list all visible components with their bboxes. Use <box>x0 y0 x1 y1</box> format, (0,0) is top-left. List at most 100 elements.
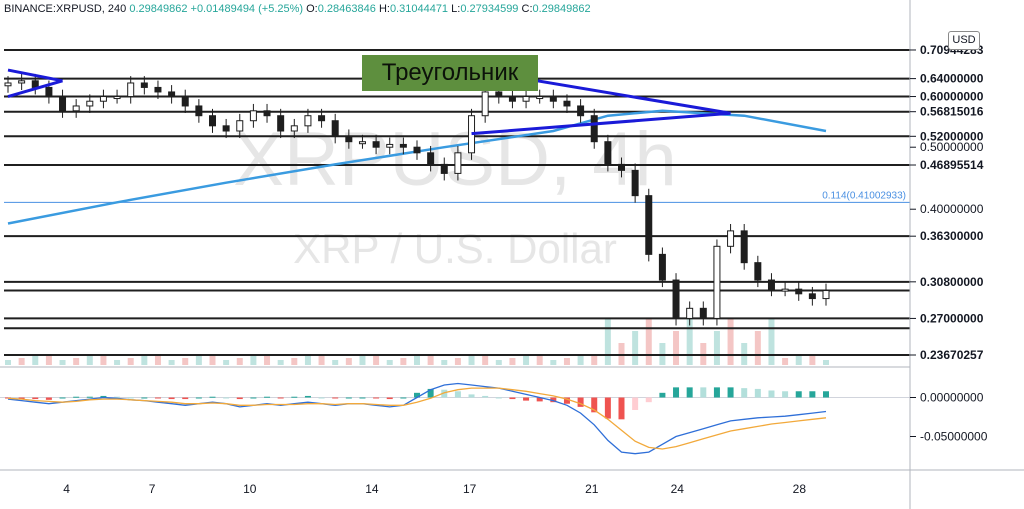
horizontal-levels[interactable] <box>4 48 910 356</box>
volume-bar <box>250 356 257 365</box>
price-label: 0.27000000 <box>920 311 984 325</box>
candle-body <box>154 86 162 93</box>
triangle-line[interactable] <box>7 68 63 83</box>
volume-bars <box>5 319 829 365</box>
volume-bar <box>563 358 570 365</box>
volume-bar <box>468 356 475 365</box>
candle-body <box>399 143 407 148</box>
volume-bar <box>223 360 230 365</box>
macd-histogram-bar <box>32 397 39 400</box>
moving-average <box>7 109 827 225</box>
time-tick-label: 24 <box>671 482 685 496</box>
macd-histogram-bar <box>823 391 829 398</box>
volume-bar <box>795 356 802 365</box>
candle-body <box>127 82 135 98</box>
triangle-annotation[interactable]: Треугольник <box>362 55 538 91</box>
candle-body <box>4 82 12 87</box>
candle-body <box>72 105 80 112</box>
macd-histogram-bar <box>264 396 271 398</box>
volume-bar <box>482 354 489 365</box>
candle-body <box>658 253 666 281</box>
macd-histogram-bar <box>168 397 175 400</box>
macd-histogram-bar <box>277 397 284 399</box>
watermark: XRPUSD, 4h XRP / U.S. Dollar <box>233 117 677 272</box>
close-value: 0.29849862 <box>532 3 591 15</box>
candle-body <box>181 96 189 107</box>
volume-bar <box>100 354 107 365</box>
candle-body <box>645 195 653 255</box>
candle-body <box>481 91 489 117</box>
macd-histogram-bar <box>550 397 557 403</box>
fib-level[interactable]: 0.114(0.41002933) <box>4 190 910 203</box>
macd-histogram-bar <box>809 391 816 398</box>
candle-body <box>427 152 435 165</box>
macd-histogram-bar <box>468 394 475 398</box>
candle-body <box>699 307 707 319</box>
macd-histogram-bar <box>373 397 380 399</box>
volume-bar <box>577 356 584 365</box>
candle-body <box>631 169 639 197</box>
volume-bar <box>768 319 775 365</box>
candle-body <box>18 80 26 84</box>
time-tick-label: 14 <box>365 482 379 496</box>
symbol-header: BINANCE:XRPUSD, 240 0.29849862 +0.014894… <box>4 3 591 15</box>
volume-bar <box>713 331 720 365</box>
volume-bar <box>195 356 202 365</box>
volume-bar <box>509 358 516 365</box>
macd-histogram-bar <box>400 397 407 399</box>
candle-body <box>577 105 585 117</box>
macd-histogram-bar <box>604 397 611 419</box>
volume-bar <box>86 356 93 365</box>
macd-histogram-bar <box>577 397 584 407</box>
triangle-line[interactable] <box>471 111 731 136</box>
volume-bar <box>823 360 829 365</box>
candle-body <box>740 230 748 264</box>
volume-bar <box>45 354 52 365</box>
time-tick-label: 4 <box>63 482 70 496</box>
candle-body <box>590 115 598 143</box>
close-label: C: <box>521 3 533 15</box>
macd-histogram-bar <box>563 397 570 404</box>
macd-histogram-bar <box>414 392 420 398</box>
candle-body <box>781 288 789 292</box>
candle-body <box>45 86 53 98</box>
macd-histogram-bar <box>659 392 666 398</box>
symbol-label: BINANCE:XRPUSD, 240 <box>4 3 127 15</box>
volume-bar <box>236 358 243 365</box>
macd-histogram-bar <box>359 397 366 399</box>
candle-body <box>222 125 230 132</box>
volume-bar <box>73 358 80 365</box>
time-tick-label: 7 <box>149 482 156 496</box>
macd-histogram-bar <box>523 397 530 401</box>
ma-line <box>7 109 827 225</box>
candle-body <box>808 293 816 300</box>
volume-bar <box>441 360 448 365</box>
candle-body <box>304 115 312 127</box>
triangle-line[interactable] <box>7 79 63 98</box>
volume-bar <box>291 358 298 365</box>
volume-bar <box>536 354 543 365</box>
price-label: 0.56815016 <box>920 105 984 119</box>
volume-bar <box>386 360 393 365</box>
volume-bar <box>141 356 148 365</box>
macd-histogram-bar <box>154 397 161 399</box>
volume-bar <box>168 360 175 365</box>
macd-histogram-bar <box>713 387 720 398</box>
candle-body <box>263 110 271 117</box>
candle-body <box>754 262 762 281</box>
macd-histogram-bar <box>645 397 652 403</box>
macd-histogram-bar <box>86 396 93 398</box>
price-label: 0.36300000 <box>920 229 984 243</box>
volume-bar <box>591 354 598 365</box>
volume-bar <box>414 356 420 365</box>
macd-histogram-bar <box>291 396 298 398</box>
volume-bar <box>127 358 134 365</box>
currency-button[interactable]: USD <box>948 31 980 50</box>
volume-bar <box>427 354 434 365</box>
price-label: 0.30800000 <box>920 275 984 289</box>
candle-body <box>195 105 203 117</box>
volume-bar <box>782 358 789 365</box>
candle-body <box>386 143 394 148</box>
macd-histogram-bar <box>332 397 339 399</box>
